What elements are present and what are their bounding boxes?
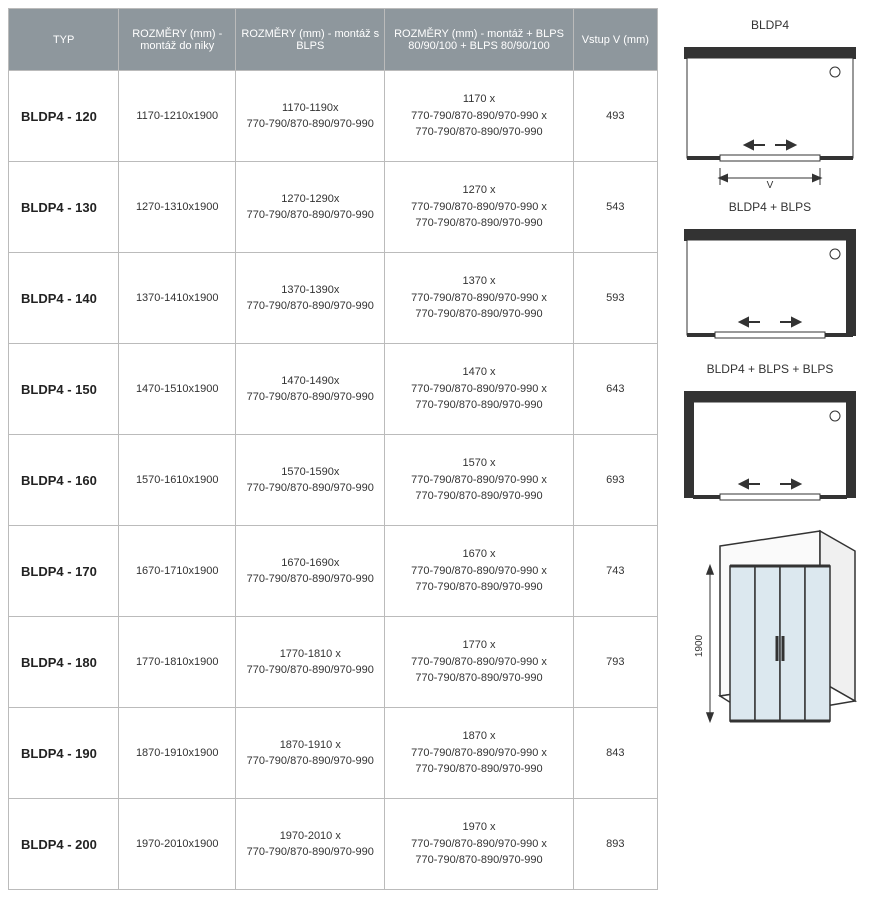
cell-blps2: 1970 x770-790/870-890/970-990 x770-790/8…: [385, 799, 573, 890]
cell-blps: 1970-2010 x770-790/870-890/970-990: [236, 799, 385, 890]
cell-vstup: 493: [573, 71, 657, 162]
table-row: BLDP4 - 1501470-1510x19001470-1490x770-7…: [9, 344, 658, 435]
cell-vstup: 793: [573, 617, 657, 708]
cell-blps: 1270-1290x770-790/870-890/970-990: [236, 162, 385, 253]
cell-blps: 1370-1390x770-790/870-890/970-990: [236, 253, 385, 344]
cell-vstup: 843: [573, 708, 657, 799]
cell-niky: 1270-1310x1900: [119, 162, 236, 253]
cell-typ: BLDP4 - 140: [9, 253, 119, 344]
table-row: BLDP4 - 1301270-1310x19001270-1290x770-7…: [9, 162, 658, 253]
cell-blps2: 1770 x770-790/870-890/970-990 x770-790/8…: [385, 617, 573, 708]
cell-niky: 1770-1810x1900: [119, 617, 236, 708]
diagram-label-1: BLDP4: [751, 18, 789, 32]
cell-niky: 1970-2010x1900: [119, 799, 236, 890]
table-header-cell: Vstup V (mm): [573, 9, 657, 71]
table-row: BLDP4 - 1901870-1910x19001870-1910 x770-…: [9, 708, 658, 799]
cell-blps2: 1870 x770-790/870-890/970-990 x770-790/8…: [385, 708, 573, 799]
cell-typ: BLDP4 - 200: [9, 799, 119, 890]
cell-niky: 1670-1710x1900: [119, 526, 236, 617]
diagram-3d-door: 1900: [670, 526, 870, 756]
cell-niky: 1370-1410x1900: [119, 253, 236, 344]
cell-blps2: 1370 x770-790/870-890/970-990 x770-790/8…: [385, 253, 573, 344]
diagram-bldp4: V: [675, 40, 865, 190]
cell-vstup: 693: [573, 435, 657, 526]
cell-typ: BLDP4 - 190: [9, 708, 119, 799]
cell-vstup: 543: [573, 162, 657, 253]
cell-typ: BLDP4 - 160: [9, 435, 119, 526]
table-row: BLDP4 - 2001970-2010x19001970-2010 x770-…: [9, 799, 658, 890]
table-header-cell: ROZMĚRY (mm) - montáž s BLPS: [236, 9, 385, 71]
table-row: BLDP4 - 1801770-1810x19001770-1810 x770-…: [9, 617, 658, 708]
table-header-cell: ROZMĚRY (mm) - montáž do niky: [119, 9, 236, 71]
cell-blps: 1470-1490x770-790/870-890/970-990: [236, 344, 385, 435]
cell-niky: 1470-1510x1900: [119, 344, 236, 435]
diagram-label-3: BLDP4 + BLPS + BLPS: [707, 362, 834, 376]
cell-blps: 1770-1810 x770-790/870-890/970-990: [236, 617, 385, 708]
cell-typ: BLDP4 - 130: [9, 162, 119, 253]
cell-typ: BLDP4 - 170: [9, 526, 119, 617]
cell-typ: BLDP4 - 180: [9, 617, 119, 708]
cell-blps: 1670-1690x770-790/870-890/970-990: [236, 526, 385, 617]
cell-vstup: 593: [573, 253, 657, 344]
table-row: BLDP4 - 1601570-1610x19001570-1590x770-7…: [9, 435, 658, 526]
cell-vstup: 643: [573, 344, 657, 435]
cell-blps2: 1270 x770-790/870-890/970-990 x770-790/8…: [385, 162, 573, 253]
table-row: BLDP4 - 1401370-1410x19001370-1390x770-7…: [9, 253, 658, 344]
table-header-row: TYPROZMĚRY (mm) - montáž do nikyROZMĚRY …: [9, 9, 658, 71]
cell-blps: 1570-1590x770-790/870-890/970-990: [236, 435, 385, 526]
cell-blps2: 1470 x770-790/870-890/970-990 x770-790/8…: [385, 344, 573, 435]
cell-blps2: 1570 x770-790/870-890/970-990 x770-790/8…: [385, 435, 573, 526]
svg-text:V: V: [767, 180, 774, 190]
diagrams-panel: BLDP4 V BLDP4 + BLPS: [668, 8, 872, 892]
table-row: BLDP4 - 1701670-1710x19001670-1690x770-7…: [9, 526, 658, 617]
cell-typ: BLDP4 - 150: [9, 344, 119, 435]
cell-niky: 1570-1610x1900: [119, 435, 236, 526]
cell-vstup: 893: [573, 799, 657, 890]
cell-typ: BLDP4 - 120: [9, 71, 119, 162]
diagram-bldp4-blps: [675, 222, 865, 352]
spec-table-container: TYPROZMĚRY (mm) - montáž do nikyROZMĚRY …: [8, 8, 658, 892]
svg-text:1900: 1900: [694, 634, 705, 657]
cell-blps: 1870-1910 x770-790/870-890/970-990: [236, 708, 385, 799]
spec-table: TYPROZMĚRY (mm) - montáž do nikyROZMĚRY …: [8, 8, 658, 890]
diagram-bldp4-blps-blps: [675, 384, 865, 514]
table-header-cell: ROZMĚRY (mm) - montáž + BLPS 80/90/100 +…: [385, 9, 573, 71]
cell-vstup: 743: [573, 526, 657, 617]
cell-niky: 1170-1210x1900: [119, 71, 236, 162]
cell-blps2: 1670 x770-790/870-890/970-990 x770-790/8…: [385, 526, 573, 617]
cell-blps2: 1170 x770-790/870-890/970-990 x770-790/8…: [385, 71, 573, 162]
table-header-cell: TYP: [9, 9, 119, 71]
cell-blps: 1170-1190x770-790/870-890/970-990: [236, 71, 385, 162]
table-row: BLDP4 - 1201170-1210x19001170-1190x770-7…: [9, 71, 658, 162]
cell-niky: 1870-1910x1900: [119, 708, 236, 799]
diagram-label-2: BLDP4 + BLPS: [729, 200, 811, 214]
